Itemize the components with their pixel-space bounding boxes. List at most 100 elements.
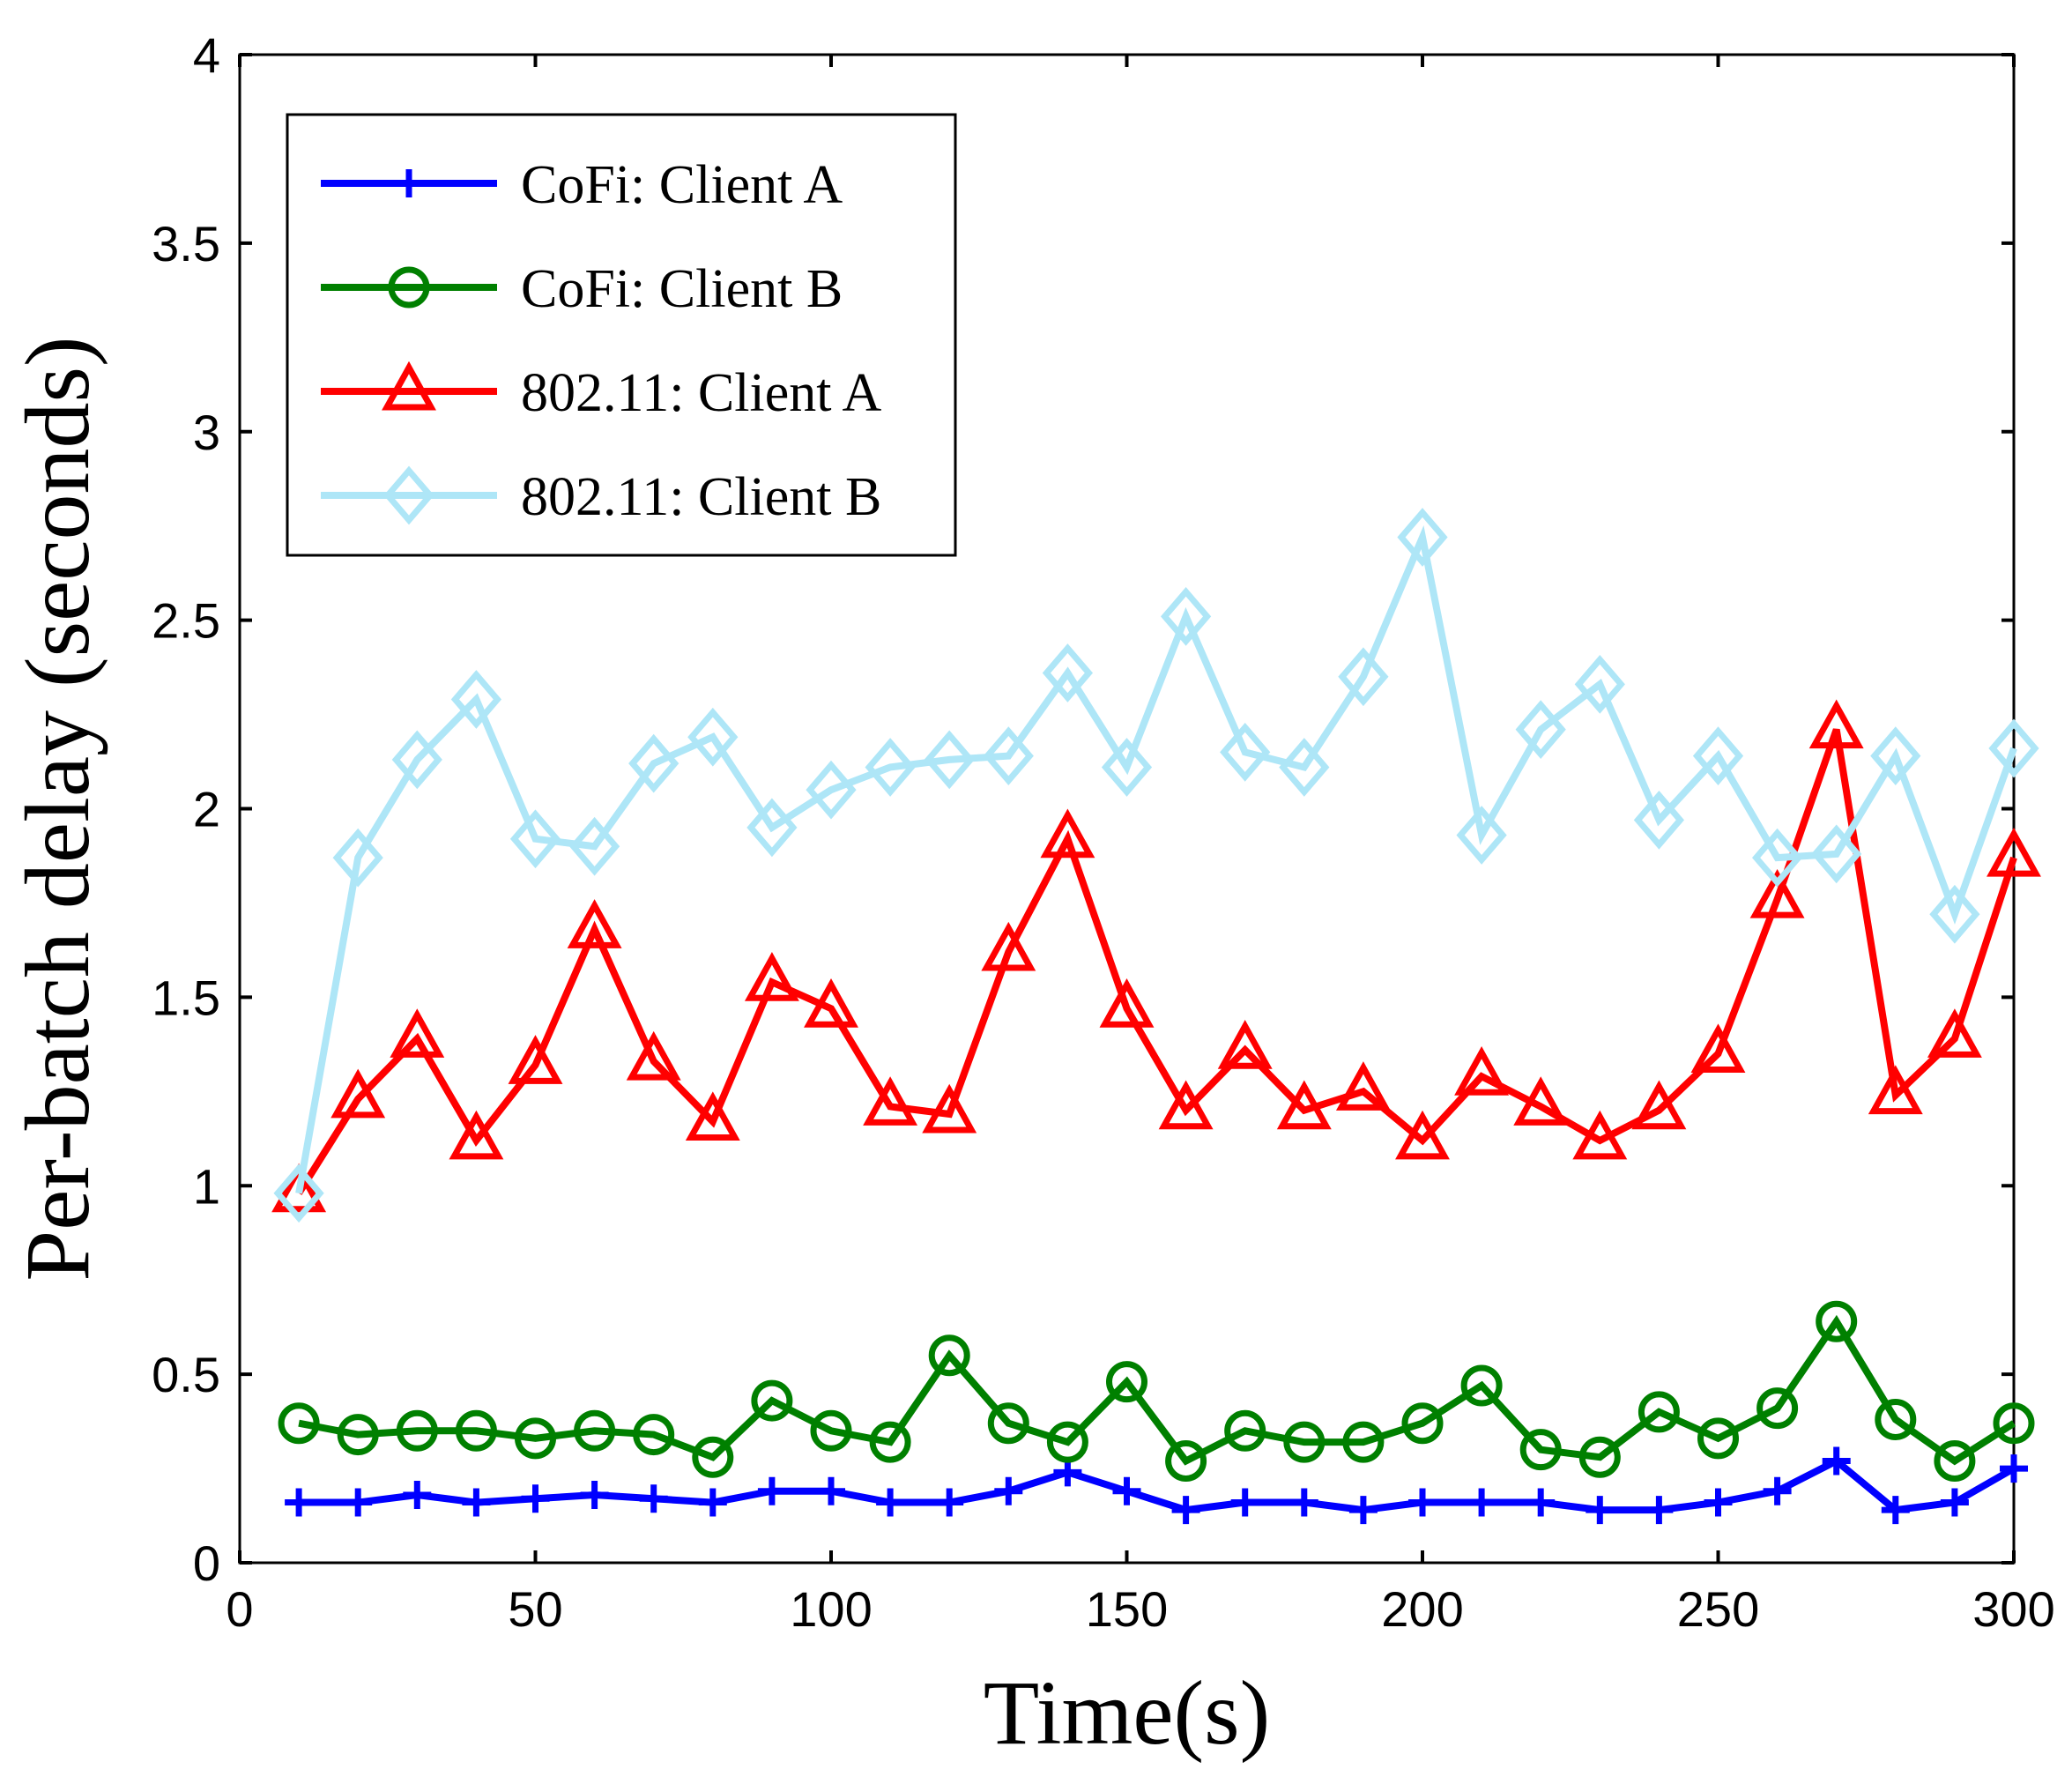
data-point bbox=[639, 1484, 668, 1513]
data-point bbox=[1401, 1402, 1444, 1445]
data-point bbox=[1456, 806, 1507, 865]
data-point bbox=[271, 1163, 327, 1213]
legend-item: CoFi: Client B bbox=[321, 259, 843, 319]
data-point bbox=[515, 1417, 556, 1460]
data-point bbox=[1101, 738, 1153, 797]
legend-label: CoFi: Client B bbox=[521, 259, 843, 319]
data-point bbox=[1822, 1446, 1851, 1476]
data-point bbox=[817, 1476, 845, 1505]
data-point bbox=[273, 1163, 324, 1223]
x-tick-label: 150 bbox=[1086, 1581, 1168, 1637]
data-point bbox=[1040, 808, 1095, 859]
data-point bbox=[1112, 1476, 1141, 1505]
data-point bbox=[633, 1414, 675, 1456]
data-point bbox=[1106, 1361, 1147, 1403]
data-point bbox=[922, 1083, 977, 1134]
series-cofi-client-b bbox=[278, 1300, 2035, 1483]
x-tick-label: 50 bbox=[508, 1581, 562, 1637]
legend-label: 802.11: Client A bbox=[521, 363, 882, 423]
data-point bbox=[1099, 978, 1155, 1028]
data-point bbox=[567, 899, 622, 948]
data-point bbox=[1988, 718, 2039, 778]
series-802-11-client-b bbox=[273, 508, 2039, 1223]
data-point bbox=[1467, 1488, 1496, 1517]
data-point bbox=[983, 726, 1034, 785]
data-point bbox=[1395, 1110, 1450, 1160]
data-point bbox=[1645, 1496, 1674, 1525]
data-point bbox=[1870, 726, 1921, 785]
y-axis-title: Per-batch delay (seconds) bbox=[7, 336, 108, 1281]
data-point bbox=[1220, 722, 1271, 782]
data-point bbox=[508, 1035, 563, 1084]
data-point bbox=[278, 1402, 320, 1445]
x-axis-title: Time(s) bbox=[984, 1662, 1271, 1764]
data-point bbox=[403, 1481, 432, 1510]
legend-item: 802.11: Client A bbox=[321, 361, 882, 423]
data-point bbox=[1276, 1080, 1332, 1130]
y-tick-label: 2.5 bbox=[152, 593, 220, 649]
data-point bbox=[1283, 1421, 1326, 1463]
data-point bbox=[1397, 508, 1448, 567]
data-point bbox=[1165, 1440, 1207, 1483]
y-tick-label: 1.5 bbox=[152, 970, 220, 1025]
legend-marker bbox=[382, 361, 436, 411]
x-tick-label: 250 bbox=[1677, 1581, 1759, 1637]
data-point bbox=[1335, 1061, 1391, 1111]
data-point bbox=[1171, 1496, 1200, 1525]
data-point bbox=[1160, 586, 1212, 646]
data-point bbox=[1987, 827, 2041, 877]
data-point bbox=[1631, 1080, 1687, 1130]
y-tick-label: 3.5 bbox=[152, 216, 220, 271]
legend-marker bbox=[383, 465, 434, 525]
data-point bbox=[330, 1068, 386, 1119]
data-point bbox=[1460, 1364, 1503, 1407]
x-tick-label: 0 bbox=[226, 1581, 253, 1637]
data-point bbox=[1224, 1409, 1266, 1452]
legend-item: CoFi: Client A bbox=[321, 155, 843, 215]
legend-label: CoFi: Client A bbox=[521, 155, 843, 215]
y-tick-label: 0 bbox=[193, 1535, 220, 1591]
data-point bbox=[1046, 1421, 1088, 1463]
data-point bbox=[390, 1008, 445, 1058]
data-point bbox=[1875, 1398, 1917, 1440]
data-point bbox=[344, 1488, 373, 1517]
data-point bbox=[863, 1076, 918, 1126]
data-point bbox=[1408, 1488, 1437, 1517]
data-point bbox=[1515, 700, 1566, 760]
series-line bbox=[298, 1314, 2016, 1466]
data-point bbox=[1042, 643, 1094, 702]
data-point bbox=[876, 1488, 905, 1517]
data-point bbox=[687, 707, 739, 767]
data-point bbox=[1230, 1488, 1259, 1517]
data-point bbox=[1756, 1387, 1799, 1430]
x-tick-label: 300 bbox=[1972, 1581, 2054, 1637]
data-point bbox=[2000, 1454, 2028, 1483]
data-point bbox=[628, 733, 680, 793]
data-point bbox=[509, 809, 561, 869]
data-point bbox=[869, 1421, 911, 1463]
legend-item: 802.11: Client B bbox=[321, 465, 881, 527]
data-point bbox=[1929, 884, 1980, 944]
data-point bbox=[751, 1379, 793, 1422]
legend: CoFi: Client A CoFi: Client B 802.11: Clie… bbox=[286, 113, 957, 557]
data-point bbox=[1993, 1402, 2035, 1445]
data-point bbox=[455, 1409, 497, 1452]
data-point bbox=[396, 1409, 438, 1452]
data-point bbox=[574, 1409, 616, 1452]
data-point bbox=[804, 978, 858, 1028]
data-point bbox=[462, 1488, 491, 1517]
data-point bbox=[928, 1334, 970, 1377]
data-point bbox=[1704, 1488, 1733, 1517]
data-point bbox=[1697, 1417, 1739, 1460]
data-point bbox=[810, 1409, 852, 1452]
data-point bbox=[987, 1402, 1029, 1445]
data-point bbox=[935, 1488, 964, 1517]
data-point bbox=[1158, 1080, 1214, 1130]
x-tick-label: 100 bbox=[790, 1581, 872, 1637]
data-point bbox=[1633, 790, 1685, 850]
data-point bbox=[1816, 1300, 1858, 1342]
y-tick-label: 3 bbox=[193, 405, 220, 460]
series-layer bbox=[271, 508, 2041, 1525]
data-point bbox=[1342, 1421, 1385, 1463]
